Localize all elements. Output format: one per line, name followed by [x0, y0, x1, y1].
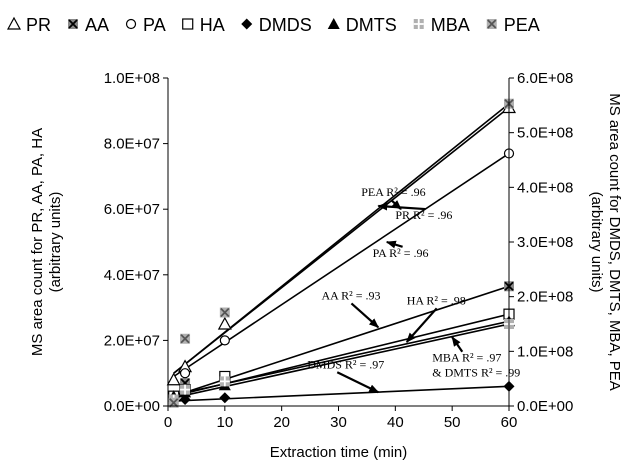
legend-marker-pa	[125, 18, 137, 30]
legend-marker-ha	[182, 18, 194, 30]
y-right-axis-label-line-1: MS area count for DMDS, DMTS, MBA, PEA	[606, 93, 623, 391]
y-right-axis-label: MS area count for DMDS, DMTS, MBA, PEA(a…	[588, 93, 623, 391]
x-tick-label-4: 40	[387, 414, 404, 431]
y-left-tick-label-2: 4.0E+07	[104, 267, 160, 284]
legend-label-aa: AA	[85, 15, 109, 35]
data-point-pea-3	[219, 307, 230, 318]
legend-marker-dmts	[327, 18, 340, 29]
legend-label-pea: PEA	[504, 15, 540, 35]
data-point-pa-2	[179, 368, 191, 379]
legend-label-pr: PR	[26, 15, 51, 35]
annotation-arrow-4	[350, 302, 380, 329]
y-right-tick-label-3: 3.0E+08	[517, 234, 573, 251]
legend-label-pa: PA	[143, 15, 166, 35]
legend-marker-aa	[68, 19, 79, 29]
annotation-arrow-5	[405, 307, 438, 343]
y-right-tick-label-1: 1.0E+08	[517, 343, 573, 360]
data-point-pr-3	[217, 316, 232, 330]
annotation-label-3: PA R² = .96	[373, 246, 429, 260]
data-point-mba-3	[219, 376, 230, 387]
legend-marker-pea	[486, 19, 497, 29]
annotation-label-1: PEA R² = .96	[361, 185, 425, 199]
y-right-tick-label-4: 4.0E+08	[517, 179, 573, 196]
annotation-label-5: HA R² = .98	[407, 293, 466, 307]
legend-label-dmds: DMDS	[259, 15, 312, 35]
legend-label-mba: MBA	[431, 15, 470, 35]
data-point-dmds-3	[219, 392, 231, 404]
annotation-label-8: DMDS R² = .97	[307, 357, 384, 371]
data-markers	[166, 98, 517, 408]
y-right-tick-label-6: 6.0E+08	[517, 70, 573, 87]
legend: PR AA PA HA DMDS DMTS MBA PEA	[6, 15, 540, 35]
data-point-pea-1	[168, 397, 179, 408]
annotation-arrow-8	[336, 371, 380, 394]
annotation-arrow-2	[377, 202, 426, 211]
x-tick-label-1: 10	[216, 414, 233, 431]
y-left-axis-label-line-1: MS area count for PR, AA, PA, HA	[29, 128, 46, 356]
y-left-axis-label-line-2: (arbitrary units)	[47, 192, 64, 293]
y-left-axis-label: MS area count for PR, AA, PA, HA(arbitra…	[29, 128, 64, 356]
annotation-arrow-6	[451, 336, 464, 353]
axes: 0 10 20 30 40 50 600.0E+002.0E+074.0E+076.0E+0…	[29, 70, 623, 461]
y-left-tick-label-5: 1.0E+08	[104, 70, 160, 87]
annotation-label-2: PR R² = .96	[395, 208, 452, 222]
annotation-label-6: MBA R² = .97	[432, 351, 501, 365]
legend-label-dmts: DMTS	[346, 15, 397, 35]
fit-line-dmds	[173, 385, 510, 402]
y-left-tick-label-3: 6.0E+07	[104, 201, 160, 218]
annotations: PEA R² = .96 PR R² = .96 PA R² = .96 AA R² …	[307, 185, 520, 394]
y-right-tick-label-5: 5.0E+08	[517, 125, 573, 142]
legend-marker-pr	[6, 16, 22, 30]
x-tick-label-3: 30	[330, 414, 347, 431]
x-tick-label-5: 50	[444, 414, 461, 431]
y-right-tick-label-0: 0.0E+00	[517, 398, 573, 415]
y-right-axis-label-line-2: (arbitrary units)	[588, 192, 605, 293]
y-left-tick-label-0: 0.0E+00	[104, 398, 160, 415]
y-left-tick-label-4: 8.0E+07	[104, 136, 160, 153]
data-point-pa-3	[219, 335, 230, 346]
x-tick-label-0: 0	[164, 414, 172, 431]
y-left-tick-label-1: 2.0E+07	[104, 332, 160, 349]
data-point-mba-2	[180, 384, 191, 395]
x-tick-label-2: 20	[273, 414, 290, 431]
x-tick-label-6: 60	[501, 414, 518, 431]
x-axis-label: Extraction time (min)	[270, 444, 408, 461]
y-right-tick-label-2: 2.0E+08	[517, 289, 573, 306]
data-point-pr-1	[166, 372, 181, 386]
legend-marker-dmds	[241, 18, 253, 30]
annotation-label-4: AA R² = .93	[321, 288, 380, 302]
annotation-arrow-3	[385, 240, 403, 249]
data-point-pea-2	[180, 333, 191, 344]
legend-label-ha: HA	[200, 15, 225, 35]
annotation-label-7: & DMTS R² = .99	[432, 365, 520, 379]
legend-marker-mba	[413, 19, 424, 29]
